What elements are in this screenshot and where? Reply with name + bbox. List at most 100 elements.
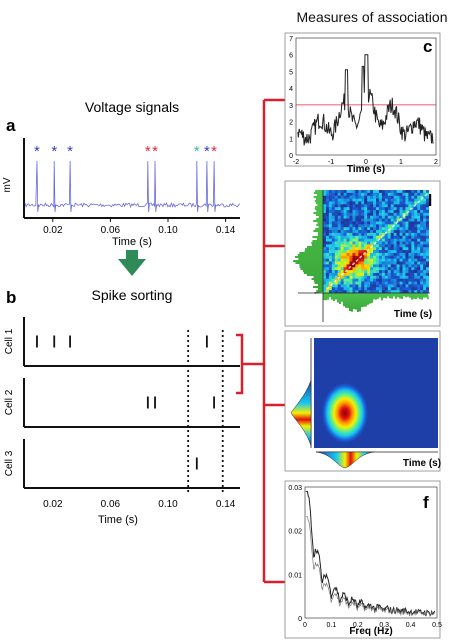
x-tick-label: 0.14 [216,499,236,510]
heatmap-cell [405,238,409,242]
heatmap-cell [331,210,336,214]
heatmap-cell [387,230,392,234]
heatmap-cell [376,192,380,197]
heatmap-cell [370,221,374,225]
heatmap-cell [355,272,359,277]
heatmap-cell [376,207,380,211]
heatmap-cell [346,270,350,274]
heatmap-cell [393,238,397,242]
heatmap-cell [370,224,374,228]
heatmap-cell [346,255,350,259]
heatmap-cell [352,192,356,197]
heatmap-cell [376,201,380,205]
heatmap-cell [331,241,336,245]
heatmap-cell [358,252,362,257]
heatmap-cell [384,287,389,291]
heatmap-cell [340,278,344,282]
heatmap-cell [420,221,424,225]
heatmap-cell [399,190,403,194]
heatmap-cell [343,244,347,248]
heatmap-cell [414,190,418,194]
heatmap-cell [408,258,412,262]
heatmap-cell [340,281,344,285]
heatmap-cell [373,258,377,262]
heatmap-cell [417,221,421,225]
heatmap-cell [378,190,383,194]
heatmap-cell [340,252,344,257]
heatmap-cell [349,261,353,265]
heatmap-cell [417,258,421,262]
heatmap-cell [361,241,365,245]
heatmap-cell [346,212,350,217]
heatmap-cell [328,255,333,259]
heatmap-cell [373,201,377,205]
heatmap-cell [346,278,350,282]
heatmap-cell [367,212,371,217]
heatmap-cell [343,278,347,282]
heatmap-cell [376,290,380,293]
heatmap-cell [405,207,409,211]
heatmap-cell [405,192,409,197]
heatmap-cell [355,281,359,285]
heatmap-cell [402,267,406,271]
heatmap-cell [367,287,371,291]
heatmap-cell [346,238,350,242]
panel-d: d Time (s) [284,180,441,327]
heatmap-cell [340,198,344,202]
heatmap-cell [337,204,341,208]
heatmap-cell [390,255,394,259]
heatmap-cell [405,210,409,214]
heatmap-cell [376,244,380,248]
heatmap-cell [399,221,403,225]
heatmap-cell [378,255,383,259]
heatmap-cell [343,195,347,199]
heatmap-cell [331,267,336,271]
heatmap-cell [393,198,397,202]
heatmap-cell [405,290,409,293]
heatmap-cell [393,235,397,239]
heatmap-cell [408,230,412,234]
heatmap-cell [370,267,374,271]
heatmap-cell [367,192,371,197]
heatmap-cell [349,290,353,293]
heatmap-cell [323,218,327,222]
heatmap-cell [337,210,341,214]
heatmap-cell [384,221,389,225]
heatmap-cell [325,238,330,242]
heatmap-cell [420,235,424,239]
heatmap-cell [396,238,400,242]
heatmap-cell [417,281,421,285]
heatmap-cell [370,272,374,277]
heatmap-cell [328,272,333,277]
heatmap-cell [411,267,415,271]
heatmap-cell [384,258,389,262]
heatmap-cell [390,238,394,242]
heatmap-cell [426,244,429,248]
heatmap-cell [402,252,406,257]
heatmap-cell [390,272,394,277]
heatmap-cell [364,241,368,245]
heatmap-cell [384,218,389,222]
heatmap-cell [414,258,418,262]
heatmap-cell [361,195,365,199]
heatmap-cell [423,272,427,277]
heatmap-cell [417,227,421,231]
heatmap-cell [352,230,356,234]
heatmap-cell [364,252,368,257]
heatmap-cell [328,275,333,279]
heatmap-cell [361,235,365,239]
heatmap-cell [352,275,356,279]
heatmap-cell [370,195,374,199]
heatmap-cell [328,241,333,245]
heatmap-cell [414,290,418,293]
heatmap-cell [343,204,347,208]
heatmap-cell [337,255,341,259]
heatmap-cell [405,232,409,237]
heatmap-cell [396,235,400,239]
heatmap-cell [355,221,359,225]
heatmap-cell [334,264,339,268]
heatmap-cell [402,224,406,228]
heatmap-cell [423,195,427,199]
heatmap-cell [331,221,336,225]
heatmap-cell [364,272,368,277]
